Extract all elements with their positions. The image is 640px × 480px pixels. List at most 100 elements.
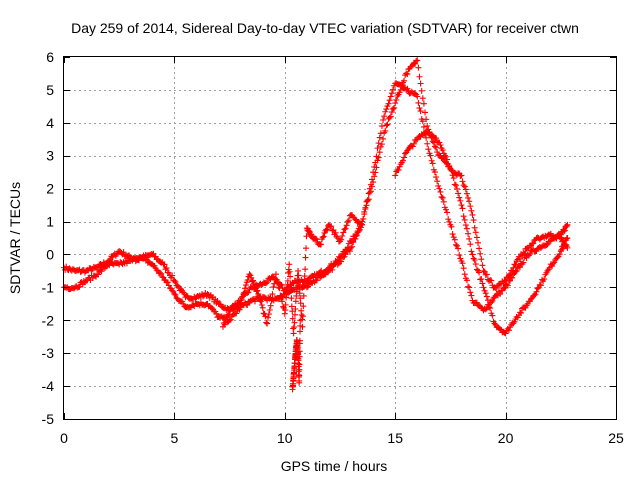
data-point xyxy=(375,154,382,161)
data-point xyxy=(374,145,381,152)
data-point xyxy=(392,100,399,107)
data-point xyxy=(469,251,476,258)
data-point xyxy=(469,211,476,218)
data-point xyxy=(98,268,105,275)
data-point xyxy=(473,234,480,241)
data-point xyxy=(267,302,274,309)
data-point xyxy=(437,142,444,149)
data-point xyxy=(367,188,374,195)
data-point xyxy=(518,309,525,316)
data-point xyxy=(436,185,443,192)
data-point xyxy=(502,330,509,337)
data-point xyxy=(416,73,423,80)
data-point xyxy=(422,109,429,116)
data-point xyxy=(238,296,245,303)
data-point xyxy=(509,274,516,281)
data-point xyxy=(227,316,234,323)
data-point xyxy=(165,282,172,289)
data-point xyxy=(450,175,457,182)
data-point xyxy=(242,282,249,289)
data-point xyxy=(354,229,361,236)
data-point xyxy=(486,304,493,311)
data-point xyxy=(380,117,387,124)
data-point xyxy=(291,319,298,326)
plot-frame xyxy=(63,56,617,420)
data-point xyxy=(295,279,302,286)
data-point xyxy=(345,217,352,224)
data-point xyxy=(521,250,528,257)
data-point xyxy=(384,121,391,128)
data-point xyxy=(268,296,275,303)
data-point xyxy=(382,127,389,134)
data-point xyxy=(478,256,485,263)
data-point xyxy=(467,203,474,210)
data-point xyxy=(279,298,286,305)
data-point xyxy=(425,146,432,153)
data-point xyxy=(369,183,376,190)
data-point xyxy=(161,261,168,268)
data-point xyxy=(472,261,479,268)
data-point xyxy=(458,202,465,209)
data-point xyxy=(371,173,378,180)
data-point xyxy=(437,188,444,195)
data-point xyxy=(264,279,271,286)
data-point xyxy=(394,92,401,99)
data-point xyxy=(287,288,294,295)
data-point xyxy=(497,291,504,298)
data-point xyxy=(473,299,480,306)
data-point xyxy=(563,223,570,230)
data-point xyxy=(350,239,357,246)
data-point xyxy=(445,216,452,223)
data-point xyxy=(313,277,320,284)
data-point xyxy=(512,261,519,268)
data-point xyxy=(296,361,303,368)
data-point xyxy=(430,139,437,146)
data-point xyxy=(254,287,261,294)
data-point xyxy=(399,157,406,164)
data-point xyxy=(466,284,473,291)
data-point xyxy=(287,281,294,288)
data-point xyxy=(386,97,393,104)
data-point xyxy=(438,193,445,200)
data-point xyxy=(491,320,498,327)
data-point xyxy=(300,292,307,299)
data-point xyxy=(479,262,486,269)
x-axis-label: GPS time / hours xyxy=(281,458,388,474)
data-point xyxy=(286,261,293,268)
x-tick-label: 0 xyxy=(60,430,68,446)
data-point xyxy=(416,105,423,112)
data-point xyxy=(429,138,436,145)
data-point xyxy=(476,269,483,276)
data-point xyxy=(299,313,306,320)
data-point xyxy=(339,233,346,240)
data-point xyxy=(460,265,467,272)
data-point xyxy=(489,297,496,304)
data-point xyxy=(465,194,472,201)
data-point xyxy=(153,267,160,274)
data-point xyxy=(401,154,408,161)
data-point xyxy=(259,304,266,311)
data-point xyxy=(395,166,402,173)
y-tick-label: -1 xyxy=(42,279,55,295)
data-point xyxy=(344,218,351,225)
data-point xyxy=(473,266,480,273)
data-point xyxy=(446,218,453,225)
data-point xyxy=(338,258,345,265)
x-tick-label: 15 xyxy=(387,430,403,446)
data-point xyxy=(409,143,416,150)
x-tick-label: 10 xyxy=(277,430,293,446)
data-point xyxy=(476,245,483,252)
data-point xyxy=(554,254,561,261)
data-point xyxy=(389,86,396,93)
data-point xyxy=(439,147,446,154)
data-point xyxy=(462,186,469,193)
data-point xyxy=(270,284,277,291)
data-point xyxy=(377,130,384,137)
data-point xyxy=(292,306,299,313)
data-point xyxy=(454,242,461,249)
x-tick-label: 20 xyxy=(498,430,514,446)
data-point xyxy=(550,260,557,267)
data-point xyxy=(328,223,335,230)
data-point xyxy=(424,140,431,147)
